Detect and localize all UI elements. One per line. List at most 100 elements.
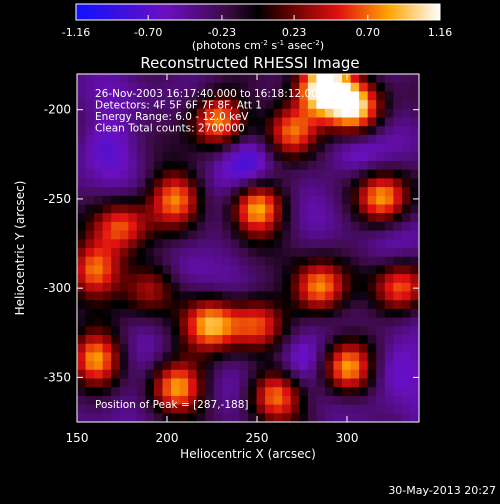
heatmap-cell [239,352,249,362]
heatmap-cell [367,291,377,301]
heatmap-cell [111,161,121,171]
heatmap-cell [85,108,95,119]
heatmap-cell [119,178,129,188]
heatmap-cell [119,134,129,145]
heatmap-cell [196,413,206,422]
heatmap-cell [188,387,198,397]
heatmap-cell [273,169,283,179]
heatmap-cell [222,178,232,188]
heatmap-cell [367,248,377,258]
colorbar-tick-label: 0.70 [356,26,381,39]
heatmap-cell [188,169,198,179]
heatmap-cell [136,395,146,406]
heatmap-cell [282,274,292,284]
heatmap-cell [282,91,292,101]
heatmap-cell [94,100,104,110]
heatmap-cell [162,265,172,275]
heatmap-cell [77,291,87,301]
heatmap-cell [102,317,112,327]
heatmap-cell [299,343,309,353]
heatmap-cell [256,82,266,92]
heatmap-cell [282,308,292,319]
heatmap-cell [230,108,241,119]
heatmap-cell [367,82,377,92]
heatmap-cell [324,178,335,188]
heatmap-cell [307,387,317,397]
heatmap-cell [401,265,412,275]
heatmap-cell [248,361,258,371]
heatmap-cell [256,378,266,388]
heatmap-cell [307,291,317,301]
heatmap-cell [376,143,386,153]
heatmap-cell [179,352,189,362]
heatmap-cell [410,187,419,197]
heatmap-cell [85,274,95,284]
heatmap-cell [359,195,369,206]
heatmap-cell [111,308,121,319]
heatmap-cell [230,387,241,397]
heatmap-cell [153,395,164,406]
heatmap-cell [179,282,189,293]
heatmap-cell [324,387,335,397]
heatmap-cell [273,343,283,353]
heatmap-cell [77,317,87,327]
heatmap-cell [188,134,198,145]
heatmap-cell [324,308,335,319]
heatmap-cell [248,282,258,293]
heatmap-cell [265,213,275,223]
heatmap-cell [367,161,377,171]
heatmap-cell [85,126,95,136]
heatmap-cell [342,395,352,406]
heatmap-cell [94,239,104,249]
heatmap-cell [282,317,292,327]
heatmap-cell [111,265,121,275]
heatmap-cell [384,282,394,293]
heatmap-cell [128,378,138,388]
heatmap-cell [376,91,386,101]
heatmap-cell [342,404,352,414]
heatmap-cell [384,187,394,197]
heatmap-cell [367,195,377,206]
heatmap-cell [188,91,198,101]
heatmap-cell [239,213,249,223]
heatmap-cell [111,195,121,206]
x-tick-label: 250 [246,431,269,445]
heatmap-cell [299,169,309,179]
heatmap-cell [384,300,394,310]
heatmap-cell [102,369,112,380]
heatmap-cell [282,134,292,145]
heatmap-cell [265,404,275,414]
heatmap-cell [188,352,198,362]
heatmap-cell [102,256,112,266]
heatmap-cell [342,387,352,397]
heatmap-cell [299,369,309,380]
heatmap-cell [282,378,292,388]
heatmap-cell [376,317,386,327]
heatmap-cell [367,387,377,397]
heatmap-cell [393,308,403,319]
heatmap-cell [85,91,95,101]
heatmap-cell [273,291,283,301]
heatmap-cell [299,291,309,301]
heatmap-cell [153,265,164,275]
heatmap-cell [230,395,241,406]
heatmap-cell [333,126,343,136]
heatmap-cell [111,335,121,345]
heatmap-cell [111,326,121,336]
y-tick-label: -350 [44,370,71,384]
heatmap-cell [248,404,258,414]
heatmap-cell [205,91,215,101]
heatmap-cell [239,300,249,310]
heatmap-cell [145,413,155,422]
heatmap-cell [205,169,215,179]
heatmap-cell [171,369,181,380]
heatmap-cell [222,126,232,136]
heatmap-cell [102,361,112,371]
heatmap-cell [77,100,87,110]
heatmap-cell [265,91,275,101]
heatmap-cell [410,413,419,422]
heatmap-cell [350,213,360,223]
heatmap-cell [376,343,386,353]
heatmap-cell [213,91,223,101]
heatmap-cell [273,143,283,153]
